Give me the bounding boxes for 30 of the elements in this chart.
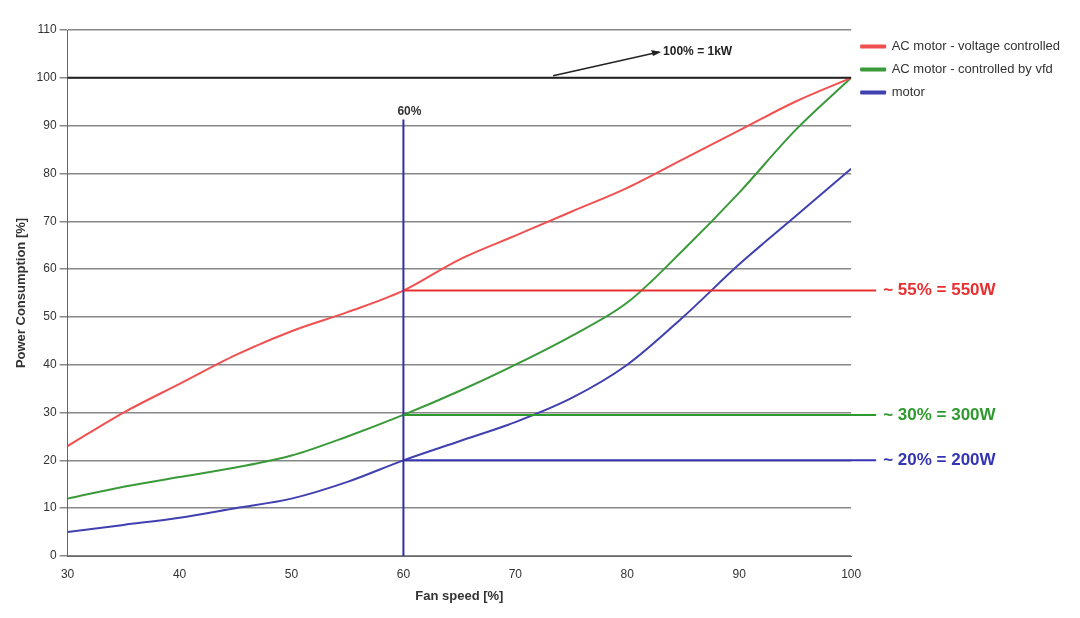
legend-label: 100% = 1kW: [663, 44, 733, 59]
y-tick-label: 10: [43, 500, 57, 515]
x-axis-title: Fan speed [%]: [415, 587, 504, 603]
ref-line-label: ~ 55% = 550W: [883, 280, 997, 300]
y-tick-label: 50: [43, 309, 57, 324]
x-tick-label: 70: [508, 566, 523, 581]
y-tick-label: 0: [49, 548, 57, 563]
y-tick-label: 30: [43, 404, 57, 419]
y-tick-label: 70: [43, 213, 57, 228]
y-tick-label: 20: [43, 452, 57, 467]
y-tick-label: 90: [43, 117, 57, 132]
y-tick-label: 80: [43, 165, 57, 180]
legend-label: AC motor - voltage controlled: [891, 38, 1061, 54]
legend-label: motor: [891, 84, 926, 100]
x-tick-label: 50: [284, 566, 299, 581]
x-tick-label: 100: [841, 566, 862, 581]
ref-line-label: 60%: [397, 103, 422, 118]
y-tick-label: 110: [37, 22, 57, 37]
y-tick-label: 40: [43, 357, 57, 372]
y-axis-title: Power Consumption [%]: [13, 217, 29, 369]
x-tick-label: 90: [732, 566, 747, 581]
y-tick-label: 60: [43, 261, 57, 276]
legend-label: AC motor - controlled by vfd: [891, 61, 1053, 77]
x-tick-label: 40: [172, 566, 187, 581]
x-tick-label: 60: [396, 566, 411, 581]
ref-line-label: ~ 20% = 200W: [883, 450, 997, 470]
x-tick-label: 30: [60, 566, 75, 581]
y-tick-label: 100: [36, 70, 57, 85]
ref-line-label: ~ 30% = 300W: [883, 404, 997, 424]
x-tick-label: 80: [620, 566, 635, 581]
